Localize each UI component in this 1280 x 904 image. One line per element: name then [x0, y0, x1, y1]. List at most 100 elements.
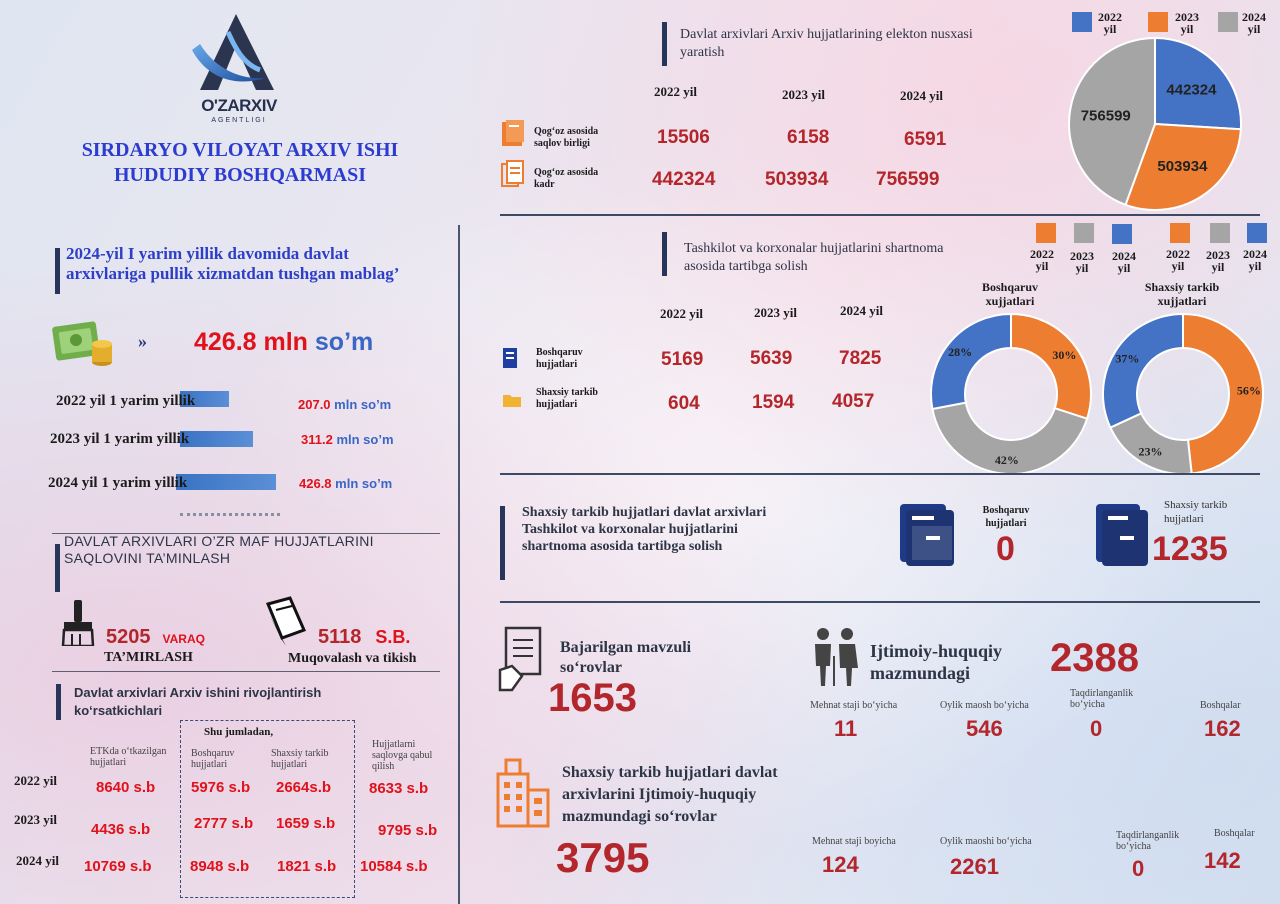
preservation-title-line1: DAVLAT ARXIVLARI O’ZR MAF HUJJATLARINI	[64, 533, 374, 549]
personnel-social-label: Shaxsiy tarkib hujjatlari davlat arxivla…	[562, 764, 778, 825]
income-title-line2: arxivlariga pullik xizmatdan tushgan mab…	[66, 264, 400, 283]
contracts-title-line1: Tashkilot va korxonalar hujjatlarini sha…	[684, 241, 944, 256]
chart-slice	[1102, 312, 1184, 429]
income-title: 2024-yil I yarim yillik davomida davlat …	[66, 244, 399, 284]
arrow-right-icon: »	[138, 331, 147, 351]
section-marker	[500, 506, 505, 580]
stat-value: 0	[1132, 856, 1145, 881]
table-row-year: 2024 yil	[16, 853, 59, 868]
elderly-couple-icon	[808, 626, 862, 688]
table-cell: 15506	[657, 127, 710, 148]
income-row-amount: 207.0 mln so’m	[298, 397, 392, 412]
chart-slice	[1182, 312, 1264, 475]
column-header: Boshqaruv hujjatlari	[191, 748, 235, 770]
column-header: Hujjatlarni saqlovga qabul qilish	[372, 739, 433, 772]
page-title-line1: SIRDARYO VILOYAT ARXIV ISHI	[81, 139, 399, 161]
stat-value: 142	[1204, 848, 1241, 873]
logo-subtext: AGENTLIGI	[211, 117, 267, 124]
chart-data-label: 30%	[1052, 348, 1076, 362]
development-title-line2: ko‘rsatkichlari	[74, 703, 163, 718]
stat-value: 546	[966, 716, 1003, 741]
section-marker	[662, 232, 667, 276]
table-cell: 442324	[652, 169, 716, 190]
stat-label: Mehnat staji boyicha	[812, 836, 896, 847]
legend-swatch	[1148, 12, 1168, 32]
table-cell: 1821 s.b	[277, 858, 337, 875]
section-marker	[55, 544, 60, 592]
chart-slice	[1124, 122, 1242, 211]
building-icon	[492, 756, 552, 828]
contracts-title-line2: asosida tartibga solish	[684, 259, 808, 274]
logo-text: O'ZARXIV	[201, 96, 277, 115]
repair-unit: VARAQ	[162, 632, 205, 646]
chart-slice	[1154, 36, 1242, 131]
table-cell: 5976 s.b	[191, 779, 251, 796]
pie-chart: 442324 503934 756599	[1068, 36, 1242, 211]
legend-label: 2023 yil	[1175, 10, 1199, 36]
chart-data-label: 37%	[1115, 351, 1139, 365]
income-row-amount: 426.8 mln so’m	[299, 476, 393, 491]
table-cell: 10584 s.b	[360, 858, 428, 875]
table-cell: 10769 s.b	[84, 858, 152, 875]
table-cell: 8640 s.b	[96, 779, 156, 796]
divider	[52, 671, 440, 672]
legend-swatch	[1247, 223, 1267, 243]
row-label: Boshqaruv hujjatlari	[536, 347, 583, 370]
preservation-title-line2: SAQLOVINI TA’MINLASH	[64, 550, 231, 566]
included-group-box	[180, 720, 355, 898]
income-bar-2024	[176, 474, 276, 490]
divider	[500, 601, 1260, 603]
binding-unit: S.B.	[375, 627, 411, 647]
binding-label: Muqovalash va tikish	[288, 651, 417, 666]
table-cell: 5639	[750, 348, 793, 369]
table-cell: 756599	[876, 169, 940, 190]
legend-swatch	[1170, 223, 1190, 243]
column-header: ETKda o‘tkazilgan hujjatlari	[90, 746, 167, 768]
legend-label: 2024 yil	[1243, 247, 1267, 273]
money-icon	[52, 318, 116, 368]
table-row-year: 2022 yil	[14, 773, 57, 788]
social-label: Ijtimoiy-huquqiy mazmundagi	[870, 641, 1003, 683]
income-row-amount: 311.2 mln so’m	[301, 432, 394, 447]
thematic-value: 1653	[548, 676, 637, 720]
chart-slice	[930, 312, 1012, 411]
table-cell: 503934	[765, 169, 829, 190]
table-cell: 7825	[839, 348, 882, 369]
development-title: Davlat arxivlari Arxiv ishini rivojlanti…	[74, 684, 321, 720]
social-value: 2388	[1050, 636, 1139, 680]
table-cell: 4436 s.b	[91, 821, 151, 838]
page-title: SIRDARYO VILOYAT ARXIV ISHI HUDUDIY BOSH…	[40, 138, 440, 188]
year-header: 2022 yil	[660, 306, 703, 321]
year-header: 2023 yil	[782, 87, 825, 102]
stacked-books-icon	[500, 118, 526, 148]
chart-slice	[931, 401, 1089, 475]
legend-swatch	[1074, 223, 1094, 243]
year-header: 2022 yil	[654, 84, 697, 99]
document-hand-icon	[498, 626, 544, 692]
legend-label: 2023 yil	[1206, 248, 1230, 274]
contracts-title: Tashkilot va korxonalar hujjatlarini sha…	[684, 240, 944, 276]
chart-data-label: 23%	[1139, 444, 1163, 458]
stat-label: Shaxsiy tarkib hujjatlari	[1164, 499, 1228, 525]
folder-docs-icon	[502, 346, 520, 370]
legend-label: 2022 yil	[1166, 247, 1190, 273]
legend-swatch	[1112, 224, 1132, 244]
chart-data-label: 56%	[1237, 383, 1261, 397]
personnel-social-value: 3795	[556, 834, 650, 881]
income-row-label: 2022 yil 1 yarim yillik	[56, 393, 196, 409]
donut-chart-boshqaruv: 30% 42% 28%	[930, 312, 1092, 475]
stat-label: Taqdirlanganlik bo‘yicha	[1116, 830, 1180, 852]
table-cell: 604	[668, 393, 700, 414]
file-folders-icon	[896, 502, 960, 568]
stat-label: Mehnat staji bo‘yicha	[810, 700, 898, 711]
chart-slice	[1068, 36, 1156, 207]
legend-label: 2023 yil	[1070, 249, 1094, 275]
year-header: 2024 yil	[900, 88, 943, 103]
column-divider	[458, 225, 460, 904]
electronic-title-line1: Davlat arxivlari Arxiv hujjatlarining el…	[680, 27, 973, 42]
stat-value: 0	[1090, 716, 1103, 741]
stat-label: Oylik maosh bo‘yicha	[940, 700, 1029, 711]
chart-data-label: 756599	[1081, 107, 1131, 124]
thematic-label: Bajarilgan mavzuli so‘rovlar	[560, 639, 692, 676]
shaxsiy-value: 1235	[1152, 530, 1228, 568]
